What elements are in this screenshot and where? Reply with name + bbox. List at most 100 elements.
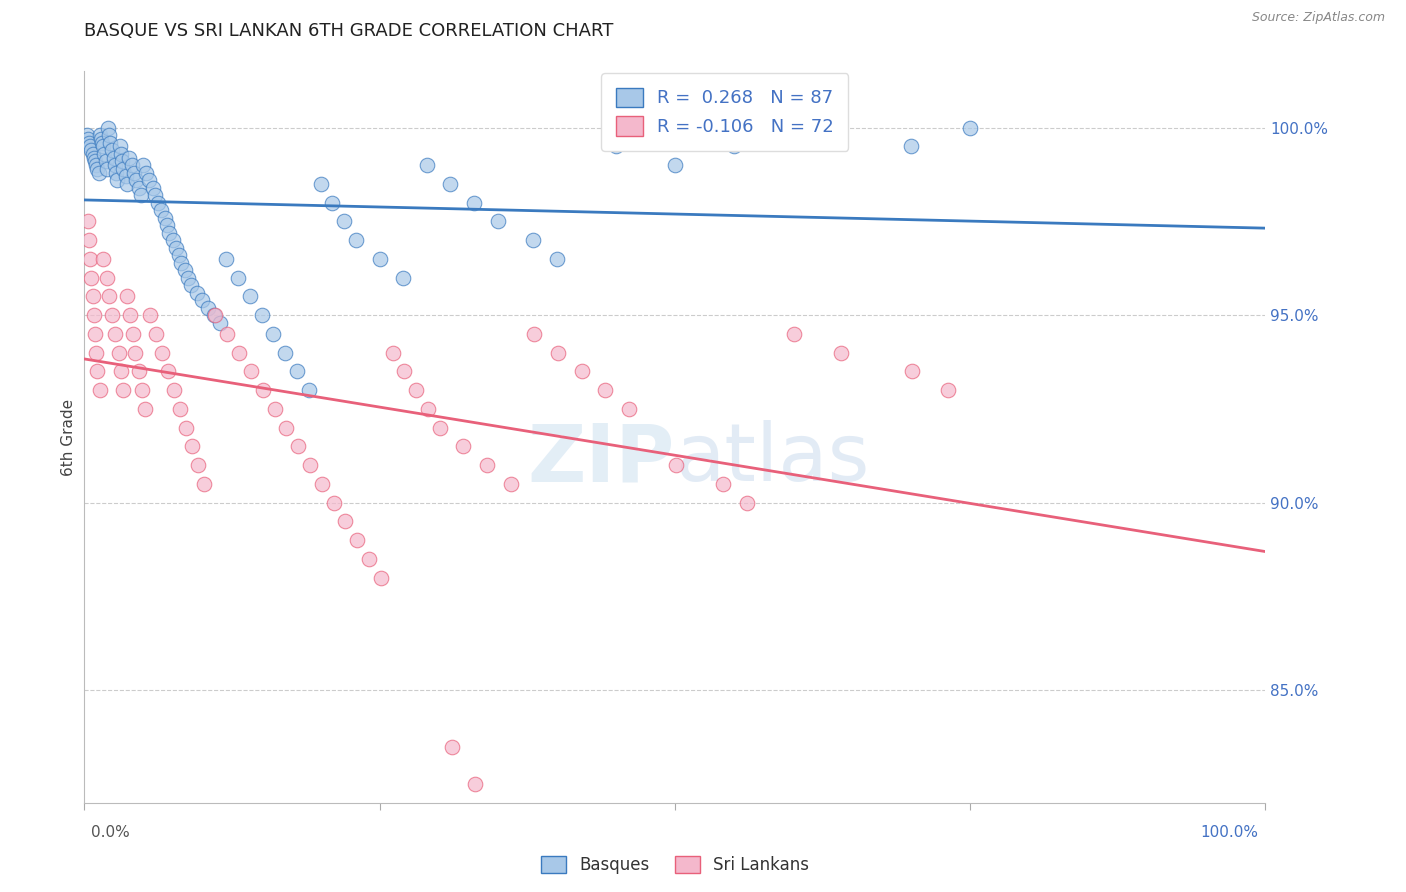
Point (105, 166, 128, 180)
Point (174, 420, 197, 434)
Point (124, 345, 146, 359)
Point (453, 440, 475, 454)
Point (475, 458, 498, 473)
Text: atlas: atlas (675, 420, 869, 498)
Point (381, 345, 404, 359)
Point (111, 154, 134, 169)
Point (100, 308, 122, 322)
Point (146, 195, 169, 210)
Point (98, 289, 121, 303)
Point (180, 440, 202, 454)
Point (162, 233, 184, 247)
Point (86, 161, 108, 176)
Text: 100.0%: 100.0% (1201, 825, 1258, 840)
Point (157, 364, 180, 378)
Point (499, 477, 522, 491)
Point (115, 289, 138, 303)
Point (84, 326, 107, 341)
Point (163, 383, 186, 397)
Point (84, 345, 107, 359)
Point (344, 233, 367, 247)
Point (370, 571, 392, 585)
Point (262, 326, 284, 341)
Point (112, 383, 135, 397)
Point (122, 166, 145, 180)
Point (93, 147, 115, 161)
Point (252, 383, 274, 397)
Point (83, 151, 105, 165)
Point (405, 383, 427, 397)
Point (115, 177, 138, 191)
Point (169, 401, 191, 416)
Point (239, 364, 262, 378)
Point (82, 147, 104, 161)
Point (107, 173, 129, 187)
Point (605, 139, 627, 153)
Point (89, 128, 111, 142)
Point (333, 214, 356, 228)
Legend: Basques, Sri Lankans: Basques, Sri Lankans (533, 847, 817, 882)
Point (98, 136, 121, 150)
Point (80, 143, 103, 157)
Point (439, 177, 461, 191)
Point (83, 308, 105, 322)
Point (429, 420, 451, 434)
Point (94, 154, 117, 169)
Point (104, 158, 127, 172)
Point (110, 364, 132, 378)
Point (394, 364, 416, 378)
Point (250, 308, 273, 322)
Point (546, 252, 568, 266)
Point (285, 364, 308, 378)
Y-axis label: 6th Grade: 6th Grade (60, 399, 76, 475)
Point (84, 158, 107, 172)
Point (153, 211, 176, 225)
Point (150, 345, 173, 359)
Point (118, 151, 141, 165)
Point (138, 173, 160, 187)
Point (129, 188, 152, 202)
Point (96, 161, 118, 176)
Point (309, 177, 332, 191)
Point (157, 226, 180, 240)
Point (134, 401, 156, 416)
Point (665, 458, 688, 473)
Point (416, 158, 439, 172)
Point (197, 301, 219, 315)
Point (322, 496, 344, 510)
Point (486, 214, 509, 228)
Point (82, 289, 104, 303)
Point (217, 326, 239, 341)
Point (239, 289, 262, 303)
Point (287, 440, 309, 454)
Point (166, 241, 188, 255)
Point (901, 364, 924, 378)
Point (392, 270, 415, 285)
Point (900, 139, 922, 153)
Point (522, 233, 544, 247)
Point (97, 120, 120, 135)
Point (89, 383, 111, 397)
Point (617, 401, 640, 416)
Point (298, 458, 321, 473)
Point (936, 383, 959, 397)
Point (276, 420, 298, 434)
Point (209, 316, 232, 330)
Text: BASQUE VS SRI LANKAN 6TH GRADE CORRELATION CHART: BASQUE VS SRI LANKAN 6TH GRADE CORRELATI… (84, 22, 614, 40)
Point (77, 233, 100, 247)
Point (311, 477, 333, 491)
Point (177, 270, 200, 285)
Point (91, 136, 114, 150)
Point (202, 308, 225, 322)
Point (135, 166, 157, 180)
Point (125, 173, 148, 187)
Point (104, 326, 127, 341)
Point (321, 195, 343, 210)
Point (131, 383, 153, 397)
Point (77, 132, 100, 146)
Point (335, 515, 357, 529)
Point (121, 326, 143, 341)
Point (463, 195, 485, 210)
Point (173, 263, 195, 277)
Point (346, 533, 368, 548)
